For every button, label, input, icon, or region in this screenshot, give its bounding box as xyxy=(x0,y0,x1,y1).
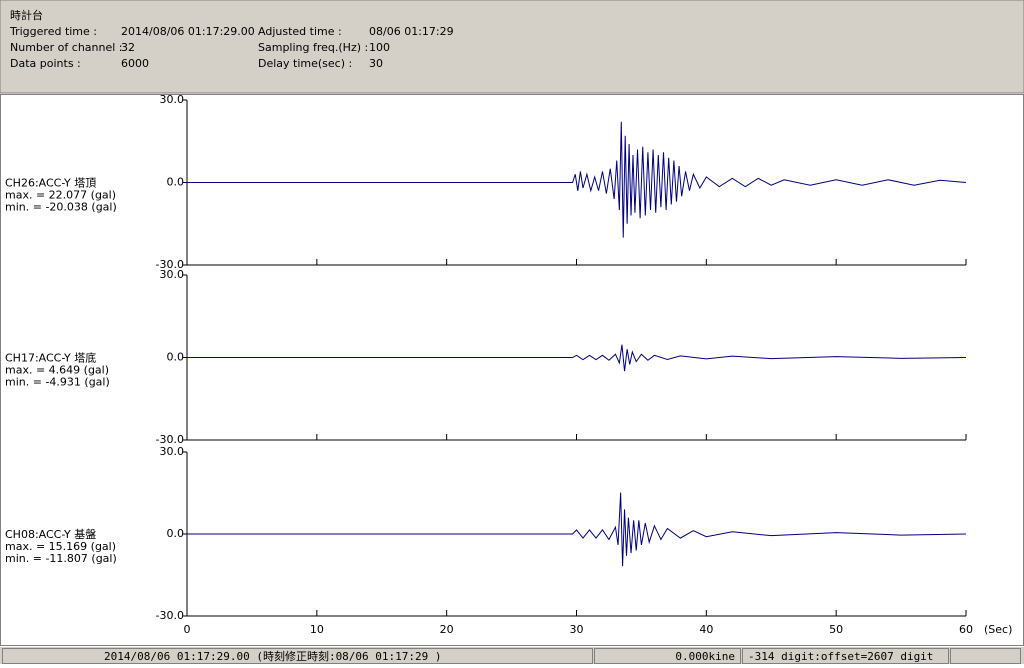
min-label: min. = -20.038 (gal) xyxy=(5,201,117,214)
x-tick-label: 50 xyxy=(829,623,843,636)
y-tick-label: -30.0 xyxy=(156,609,184,622)
x-tick-label: 10 xyxy=(310,623,324,636)
status-velocity: 0.000kine xyxy=(675,650,735,663)
waveform xyxy=(187,121,967,238)
header-title: 時計台 xyxy=(10,8,43,22)
field-label: Delay time(sec) : xyxy=(258,57,352,70)
plot-panel xyxy=(0,94,1024,646)
waveform xyxy=(187,344,967,372)
field-label: Triggered time : xyxy=(9,25,97,38)
field-label: Adjusted time : xyxy=(258,25,342,38)
field-value: 32 xyxy=(121,41,135,54)
status-digit: -314 digit:offset=2607 digit xyxy=(748,650,933,663)
y-tick-label: 0.0 xyxy=(167,527,185,540)
status-time: 2014/08/06 01:17:29.00 (時刻修正時刻:08/06 01:… xyxy=(104,649,442,663)
field-value: 30 xyxy=(369,57,383,70)
y-tick-label: 30.0 xyxy=(160,445,185,458)
channel-name: CH26:ACC-Y 塔頂 xyxy=(5,177,96,190)
x-tick-label: 20 xyxy=(440,623,454,636)
x-axis-label: (Sec) xyxy=(984,623,1012,636)
header-panel xyxy=(0,0,1024,94)
min-label: min. = -4.931 (gal) xyxy=(5,376,110,389)
status-bar xyxy=(0,647,1024,664)
y-tick-label: -30.0 xyxy=(156,258,184,271)
field-label: Sampling freq.(Hz) : xyxy=(258,41,368,54)
x-tick-label: 0 xyxy=(184,623,191,636)
min-label: min. = -11.807 (gal) xyxy=(5,552,117,565)
y-tick-label: -30.0 xyxy=(156,433,184,446)
y-tick-label: 30.0 xyxy=(160,93,185,106)
y-tick-label: 30.0 xyxy=(160,268,185,281)
x-tick-label: 40 xyxy=(699,623,713,636)
field-value: 2014/08/06 01:17:29.00 xyxy=(121,25,255,38)
channel-name: CH17:ACC-Y 塔底 xyxy=(5,351,96,365)
x-tick-label: 30 xyxy=(570,623,584,636)
field-value: 100 xyxy=(369,41,390,54)
field-label: Data points : xyxy=(10,57,81,70)
max-label: max. = 22.077 (gal) xyxy=(5,189,116,202)
y-tick-label: 0.0 xyxy=(167,351,185,364)
field-value: 6000 xyxy=(121,57,149,70)
channel-name: CH08:ACC-Y 基盤 xyxy=(5,528,96,541)
x-tick-label: 60 xyxy=(959,623,973,636)
field-value: 08/06 01:17:29 xyxy=(369,25,454,38)
max-label: max. = 15.169 (gal) xyxy=(5,540,116,553)
waveform xyxy=(187,492,967,567)
max-label: max. = 4.649 (gal) xyxy=(5,364,109,377)
y-tick-label: 0.0 xyxy=(167,176,185,189)
field-label: Number of channel : xyxy=(10,41,123,54)
